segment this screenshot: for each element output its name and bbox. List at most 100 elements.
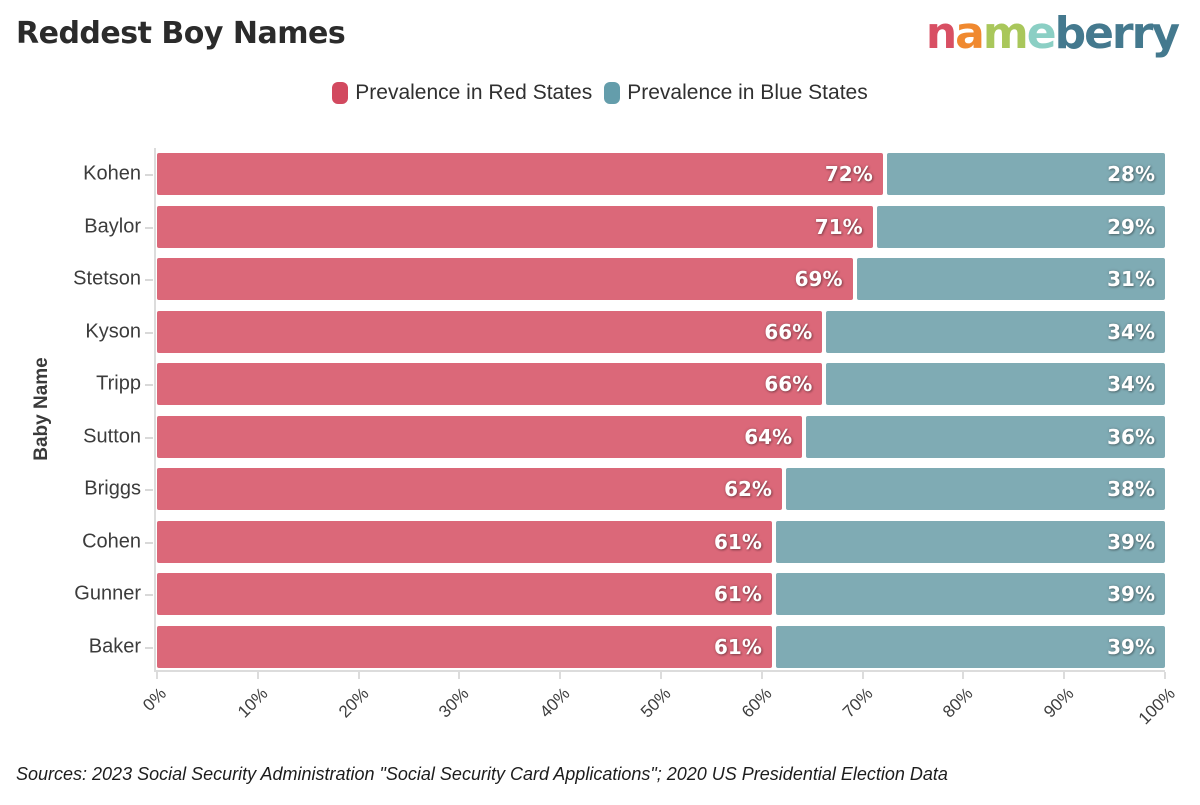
x-tick-mark xyxy=(962,672,965,679)
bar-row: Kyson 66% 34% xyxy=(85,306,1165,358)
nameberry-logo: nameberry xyxy=(925,8,1180,59)
bar-category-label: Baylor xyxy=(84,215,141,237)
y-tick-mark xyxy=(145,174,153,176)
red-states-segment: 64% xyxy=(157,415,803,458)
bar-track: 66% 34% xyxy=(157,363,1165,405)
bar-track: 72% 28% xyxy=(157,153,1165,195)
red-states-segment: 66% xyxy=(157,363,823,405)
blue-states-segment: 39% xyxy=(775,573,1165,615)
blue-value-label: 39% xyxy=(1107,582,1155,606)
bar-category-label: Baker xyxy=(88,635,141,657)
blue-states-segment: 39% xyxy=(775,625,1165,668)
x-tick-mark xyxy=(357,672,360,679)
x-tick-label: 50% xyxy=(636,684,675,722)
legend-item: Prevalence in Red States xyxy=(332,81,592,105)
red-value-label: 72% xyxy=(824,162,873,186)
x-tick-label: 0% xyxy=(139,684,171,715)
y-tick-mark xyxy=(145,279,153,281)
blue-states-segment: 31% xyxy=(856,258,1165,300)
bar-track: 61% 39% xyxy=(157,573,1165,615)
blue-value-label: 36% xyxy=(1107,424,1155,449)
bar-row: Briggs 62% 38% xyxy=(84,463,1165,515)
x-tick-mark xyxy=(559,672,562,679)
red-value-label: 61% xyxy=(714,582,762,606)
logo-letter: y xyxy=(1151,8,1180,59)
x-tick-label: 100% xyxy=(1134,684,1179,729)
x-tick-label: 70% xyxy=(838,684,877,722)
bar-row: Tripp 66% 34% xyxy=(96,358,1165,410)
page-title: Reddest Boy Names xyxy=(16,16,346,51)
red-value-label: 64% xyxy=(744,424,793,449)
bar-category-label: Tripp xyxy=(96,372,141,395)
x-tick-label: 60% xyxy=(737,684,776,722)
legend-label: Prevalence in Blue States xyxy=(627,81,868,104)
legend-label: Prevalence in Red States xyxy=(355,81,593,104)
bar-category-label: Cohen xyxy=(82,530,141,552)
y-tick-mark xyxy=(145,226,153,229)
bar-category-label: Kohen xyxy=(83,162,141,185)
x-tick-mark xyxy=(1063,672,1066,679)
logo-letter: e xyxy=(1026,8,1057,59)
bar-track: 71% 29% xyxy=(157,205,1165,248)
logo-letter: n xyxy=(925,8,957,59)
bar-row: Gunner 61% 39% xyxy=(74,568,1165,620)
y-tick-mark xyxy=(145,594,153,596)
red-states-segment: 69% xyxy=(157,258,853,300)
x-tick-label: 80% xyxy=(939,684,977,722)
y-tick-mark xyxy=(145,646,153,649)
bar-row: Baylor 71% 29% xyxy=(84,201,1165,253)
x-tick-mark xyxy=(760,672,763,679)
bar-track: 69% 31% xyxy=(157,258,1165,300)
logo-letter: r xyxy=(1131,8,1154,59)
x-tick-label: 90% xyxy=(1040,684,1078,722)
logo-letter: a xyxy=(955,8,985,59)
legend-item: Prevalence in Blue States xyxy=(604,81,868,105)
bar-category-label: Briggs xyxy=(84,477,141,500)
blue-value-label: 29% xyxy=(1107,214,1155,239)
y-tick-mark xyxy=(145,541,153,544)
red-value-label: 62% xyxy=(724,477,772,501)
bar-chart-rows: Kohen 72% 28% Baylor 71% 29% Stetson 69% 31% Kyso… xyxy=(73,148,1165,673)
blue-states-segment: 28% xyxy=(886,153,1165,195)
red-states-segment: 61% xyxy=(157,573,772,615)
red-value-label: 66% xyxy=(764,372,813,396)
x-tick-label: 10% xyxy=(233,684,272,722)
x-tick-mark xyxy=(660,672,662,679)
logo-letter: b xyxy=(1054,8,1086,59)
red-states-segment: 61% xyxy=(157,625,772,668)
red-states-segment: 72% xyxy=(157,153,883,195)
red-value-label: 61% xyxy=(714,529,762,554)
x-tick-label: 40% xyxy=(536,684,574,722)
blue-value-label: 28% xyxy=(1107,162,1155,186)
bar-track: 64% 36% xyxy=(157,415,1165,458)
blue-states-segment: 34% xyxy=(826,363,1165,405)
bar-row: Kohen 72% 28% xyxy=(83,148,1165,200)
source-note: Sources: 2023 Social Security Administra… xyxy=(16,764,948,784)
y-tick-mark xyxy=(145,331,153,334)
x-tick-mark xyxy=(458,672,461,679)
bar-category-label: Kyson xyxy=(85,320,141,342)
red-states-segment: 62% xyxy=(157,468,782,510)
logo-letter: m xyxy=(982,8,1029,59)
bar-track: 62% 38% xyxy=(157,468,1165,510)
bar-track: 61% 39% xyxy=(157,625,1165,668)
blue-states-segment: 39% xyxy=(775,520,1165,563)
red-value-label: 69% xyxy=(794,267,843,291)
legend: Prevalence in Red States Prevalence in Bl… xyxy=(0,81,1200,105)
red-value-label: 66% xyxy=(764,319,813,344)
blue-states-segment: 34% xyxy=(826,310,1165,353)
bar-row: Stetson 69% 31% xyxy=(73,253,1165,305)
logo-letter: e xyxy=(1084,8,1114,59)
blue-value-label: 39% xyxy=(1107,634,1155,659)
blue-states-segment: 36% xyxy=(806,415,1165,458)
logo-letter: r xyxy=(1111,8,1134,59)
bar-category-label: Stetson xyxy=(73,267,141,290)
bar-row: Sutton 64% 36% xyxy=(83,411,1165,463)
bar-row: Baker 61% 39% xyxy=(89,621,1165,673)
x-tick-mark xyxy=(1164,672,1166,679)
red-value-label: 61% xyxy=(714,634,762,659)
blue-states-segment: 38% xyxy=(785,468,1165,510)
y-tick-mark xyxy=(145,436,153,439)
bar-row: Cohen 61% 39% xyxy=(82,516,1165,568)
bar-track: 66% 34% xyxy=(157,310,1165,353)
